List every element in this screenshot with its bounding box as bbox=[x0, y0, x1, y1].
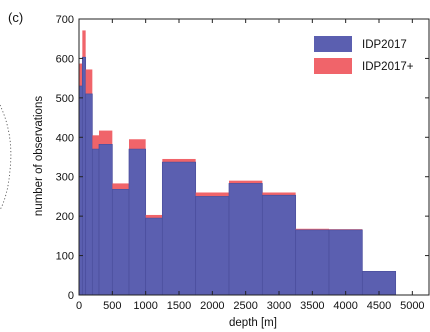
y-tick-label: 600 bbox=[56, 53, 74, 65]
bar-idp2017-plus bbox=[82, 30, 86, 58]
x-axis-ticks: 0 500 1000 1500 2000 2500 3000 3500 4000 4500 5000 bbox=[76, 19, 425, 312]
x-tick-label: 2500 bbox=[233, 300, 257, 312]
y-axis-title: number of observations bbox=[33, 96, 45, 216]
bar-idp2017 bbox=[295, 229, 330, 296]
bar-idp2017 bbox=[91, 148, 100, 296]
bar-idp2017 bbox=[111, 188, 130, 296]
x-tick-label: 2000 bbox=[200, 300, 224, 312]
x-tick-label: 4500 bbox=[367, 300, 391, 312]
bar-idp2017 bbox=[128, 148, 147, 296]
bars-layer bbox=[78, 30, 397, 296]
legend-label-idp2017: IDP2017 bbox=[362, 39, 407, 51]
legend-label-idp2017-plus: IDP2017+ bbox=[362, 61, 414, 73]
y-tick-label: 700 bbox=[56, 14, 74, 26]
bar-idp2017-plus bbox=[92, 135, 99, 150]
y-tick-label: 200 bbox=[56, 211, 74, 223]
bar-idp2017 bbox=[261, 194, 297, 296]
cropped-neighbor-figure bbox=[0, 104, 12, 211]
y-tick-label: 100 bbox=[56, 251, 74, 263]
x-tick-label: 1500 bbox=[167, 300, 191, 312]
legend: IDP2017 IDP2017+ bbox=[314, 36, 414, 74]
bar-idp2017 bbox=[228, 183, 263, 296]
x-tick-label: 3000 bbox=[267, 300, 291, 312]
legend-swatch-idp2017-plus bbox=[314, 58, 352, 74]
bar-idp2017 bbox=[161, 161, 197, 296]
bar-idp2017-plus bbox=[262, 192, 296, 196]
x-axis-title: depth [m] bbox=[229, 317, 277, 329]
x-tick-label: 4000 bbox=[333, 300, 357, 312]
bar-idp2017 bbox=[98, 144, 113, 296]
y-axis-ticks: 0 100 200 300 400 500 600 700 bbox=[56, 14, 429, 302]
bar-idp2017-plus bbox=[79, 63, 83, 87]
x-tick-label: 0 bbox=[76, 300, 82, 312]
y-tick-label: 500 bbox=[56, 93, 74, 105]
bar-idp2017-plus bbox=[295, 228, 329, 230]
bar-idp2017 bbox=[328, 229, 363, 296]
bar-idp2017-plus bbox=[112, 183, 129, 190]
y-tick-label: 0 bbox=[68, 290, 74, 302]
panel-label: (c) bbox=[8, 10, 23, 25]
x-tick-label: 3500 bbox=[300, 300, 324, 312]
plot-frame bbox=[78, 18, 430, 296]
bar-idp2017-plus bbox=[162, 158, 196, 163]
bar-idp2017-plus bbox=[329, 229, 363, 230]
y-tick-label: 400 bbox=[56, 132, 74, 144]
legend-swatch-idp2017 bbox=[314, 36, 352, 52]
bar-idp2017 bbox=[145, 217, 163, 296]
bar-idp2017-plus bbox=[195, 192, 229, 197]
bar-idp2017-plus bbox=[85, 69, 93, 94]
x-tick-label: 1000 bbox=[133, 300, 157, 312]
bar-idp2017-plus bbox=[129, 139, 146, 150]
axes-box bbox=[78, 18, 430, 296]
bar-idp2017 bbox=[85, 93, 93, 296]
bar-idp2017-plus bbox=[99, 130, 113, 145]
bar-idp2017-plus bbox=[145, 214, 163, 219]
bar-idp2017 bbox=[81, 56, 87, 296]
y-tick-label: 300 bbox=[56, 172, 74, 184]
bar-idp2017 bbox=[195, 196, 230, 296]
x-tick-label: 5000 bbox=[400, 300, 424, 312]
x-tick-label: 500 bbox=[103, 300, 121, 312]
bar-idp2017-plus bbox=[229, 180, 263, 184]
